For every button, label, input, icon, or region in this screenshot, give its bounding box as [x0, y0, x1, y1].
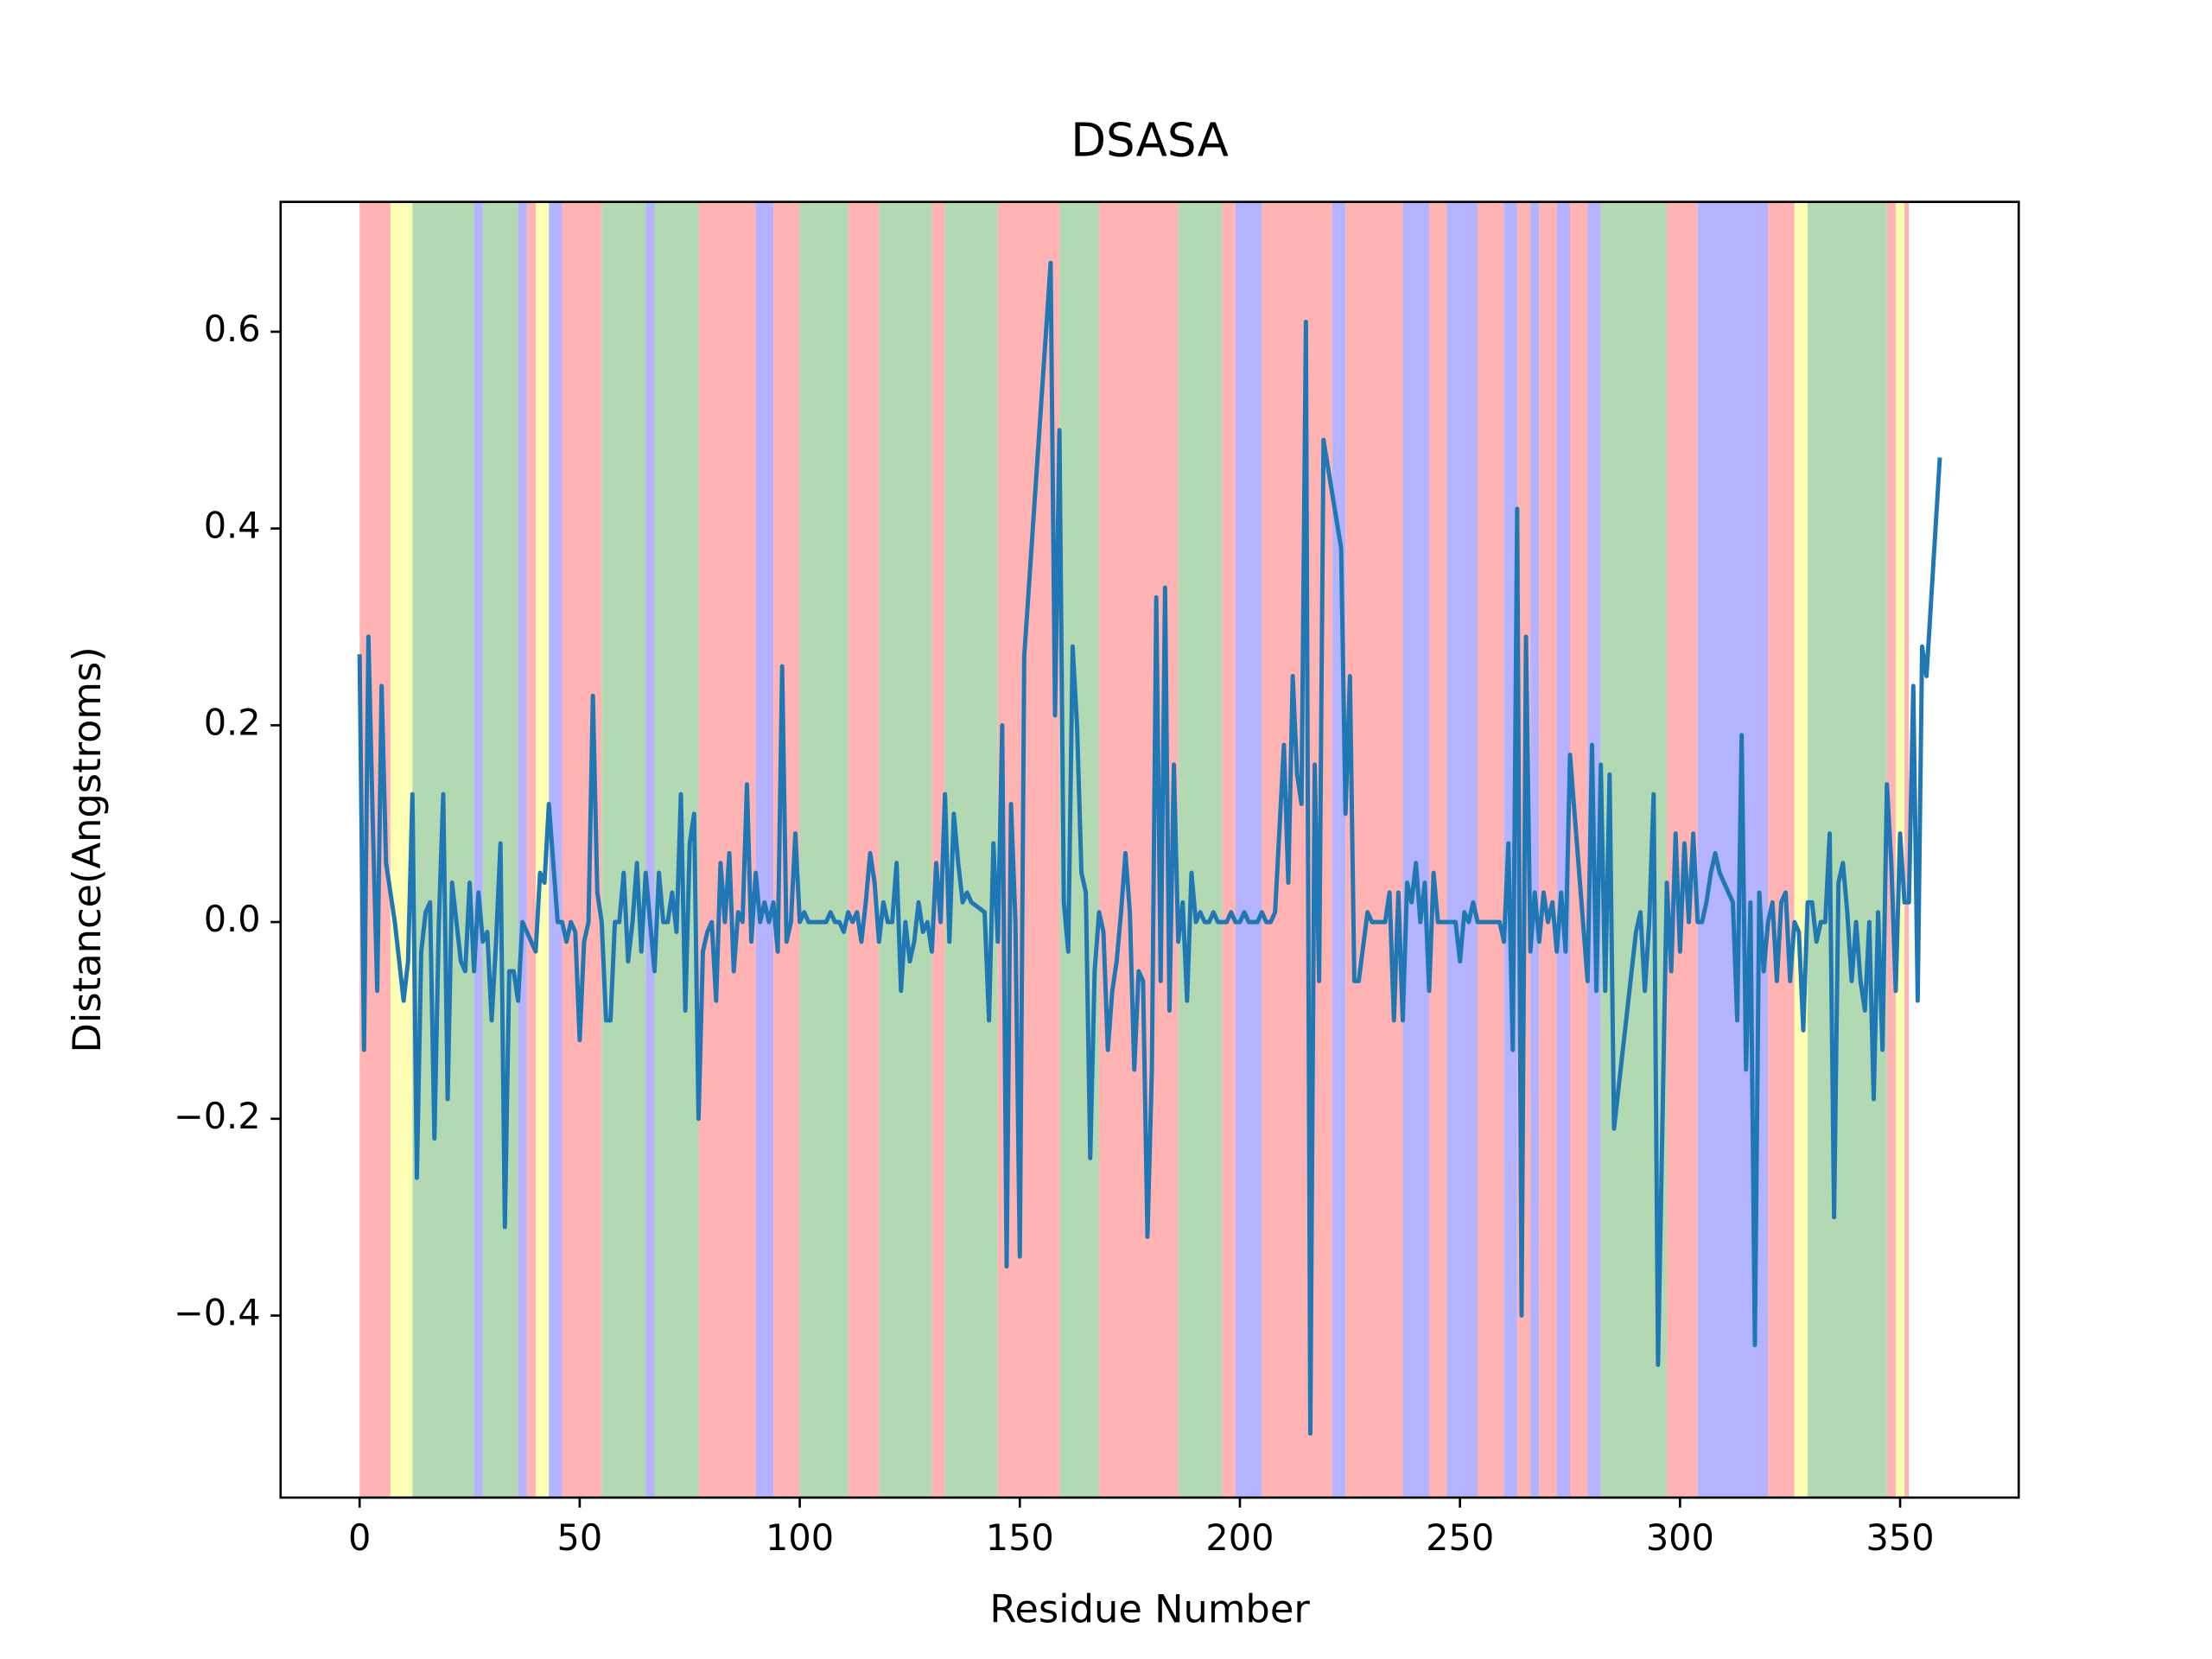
- residue-span: [755, 201, 774, 1498]
- y-axis-label: Distance(Angstroms): [64, 646, 110, 1052]
- residue-span: [1345, 201, 1403, 1498]
- residue-span: [1530, 201, 1540, 1498]
- residue-span: [526, 201, 536, 1498]
- x-tick-label: 100: [766, 1517, 834, 1559]
- residue-span: [879, 201, 932, 1498]
- residue-span: [1904, 201, 1910, 1498]
- y-tick-label: −0.2: [174, 1096, 261, 1137]
- residue-span: [474, 201, 483, 1498]
- residue-span: [1794, 201, 1808, 1498]
- residue-span: [1768, 201, 1795, 1498]
- residue-span: [535, 201, 550, 1498]
- plot-area: [357, 201, 1942, 1498]
- residue-span: [1332, 201, 1346, 1498]
- chart-title: DSASA: [1071, 114, 1229, 168]
- residue-span: [931, 201, 945, 1498]
- residue-span: [390, 201, 413, 1498]
- residue-span: [997, 201, 1060, 1498]
- residue-span: [645, 201, 655, 1498]
- x-tick-label: 350: [1866, 1517, 1935, 1559]
- x-axis-label: Residue Number: [989, 1586, 1310, 1631]
- y-tick-label: 0.0: [204, 899, 261, 940]
- residue-span: [1222, 201, 1236, 1498]
- residue-span: [799, 201, 849, 1498]
- x-tick-label: 0: [348, 1517, 371, 1559]
- y-tick-label: 0.6: [204, 308, 261, 350]
- residue-span: [1428, 201, 1447, 1498]
- residue-span: [1478, 201, 1504, 1498]
- plot-frame: [279, 200, 2020, 1499]
- residue-span: [549, 201, 563, 1498]
- y-tick-label: 0.2: [204, 702, 261, 743]
- residue-span: [518, 201, 527, 1498]
- residue-span: [1235, 201, 1262, 1498]
- data-line: [357, 260, 1942, 1436]
- y-tick-label: −0.4: [174, 1293, 261, 1334]
- residue-span: [654, 201, 699, 1498]
- residue-span: [601, 201, 646, 1498]
- residue-span: [848, 201, 880, 1498]
- residue-span: [1178, 201, 1223, 1498]
- residue-span: [1697, 201, 1769, 1498]
- residue-span: [1808, 201, 1887, 1498]
- x-tick-label: 300: [1646, 1517, 1714, 1559]
- x-tick-label: 200: [1205, 1517, 1274, 1559]
- residue-span: [1539, 201, 1557, 1498]
- residue-span: [1402, 201, 1429, 1498]
- residue-span: [1098, 201, 1179, 1498]
- x-tick-label: 150: [986, 1517, 1054, 1559]
- y-tick-label: 0.4: [204, 505, 261, 547]
- x-tick-label: 50: [557, 1517, 603, 1559]
- residue-span: [1446, 201, 1478, 1498]
- x-tick-label: 250: [1426, 1517, 1494, 1559]
- residue-span: [1556, 201, 1570, 1498]
